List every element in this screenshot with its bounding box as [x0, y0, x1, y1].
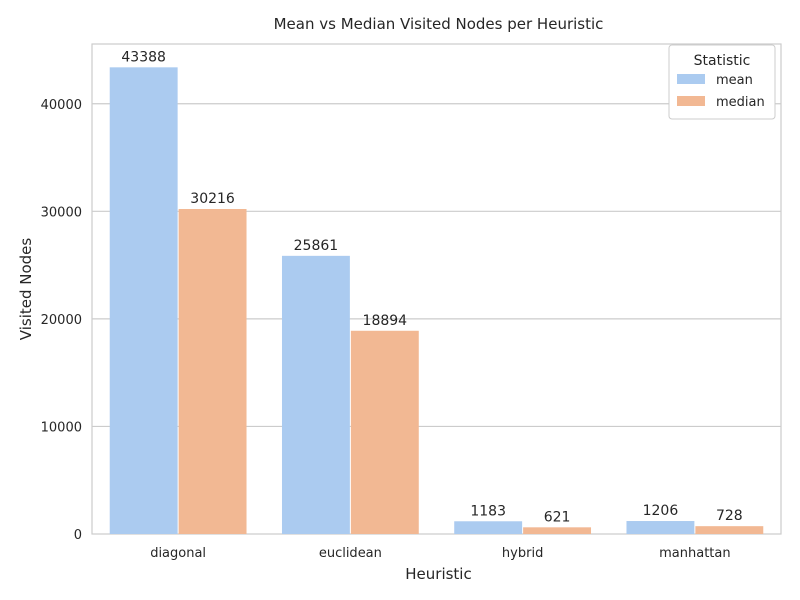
x-tick-label: hybrid — [502, 546, 543, 561]
legend-swatch-median — [677, 96, 705, 106]
data-label-median-manhattan: 728 — [716, 508, 743, 524]
bar-mean-euclidean — [281, 255, 350, 534]
data-label-mean-manhattan: 1206 — [643, 503, 679, 519]
legend-label-mean: mean — [716, 73, 753, 88]
legend: Statistic mean median — [668, 44, 776, 120]
chart-title: Mean vs Median Visited Nodes per Heurist… — [274, 15, 604, 33]
data-label-median-diagonal: 30216 — [190, 191, 235, 207]
legend-swatch-mean — [677, 74, 705, 84]
y-tick-label: 30000 — [41, 205, 82, 220]
bar-median-manhattan — [695, 526, 764, 534]
legend-title: Statistic — [694, 53, 751, 69]
y-tick-label: 20000 — [41, 313, 82, 328]
y-axis-label: Visited Nodes — [17, 238, 35, 341]
y-tick-label: 10000 — [41, 420, 82, 435]
y-tick-label: 40000 — [41, 98, 82, 113]
x-axis-label: Heuristic — [405, 565, 471, 583]
bar-mean-hybrid — [454, 521, 523, 534]
bar-mean-manhattan — [626, 521, 695, 534]
legend-label-median: median — [716, 95, 765, 110]
bar-median-hybrid — [523, 527, 592, 534]
data-label-median-hybrid: 621 — [544, 509, 571, 525]
x-tick-label: diagonal — [150, 546, 206, 561]
data-label-mean-diagonal: 43388 — [121, 49, 166, 65]
x-tick-label: manhattan — [659, 546, 730, 561]
bar-median-diagonal — [178, 208, 247, 534]
x-tick-label: euclidean — [319, 546, 382, 561]
bar-mean-diagonal — [109, 67, 178, 534]
data-label-mean-euclidean: 25861 — [294, 238, 339, 254]
y-tick-label: 0 — [74, 528, 82, 543]
data-label-mean-hybrid: 1183 — [470, 503, 506, 519]
data-label-median-euclidean: 18894 — [363, 313, 408, 329]
bar-median-euclidean — [350, 330, 419, 534]
